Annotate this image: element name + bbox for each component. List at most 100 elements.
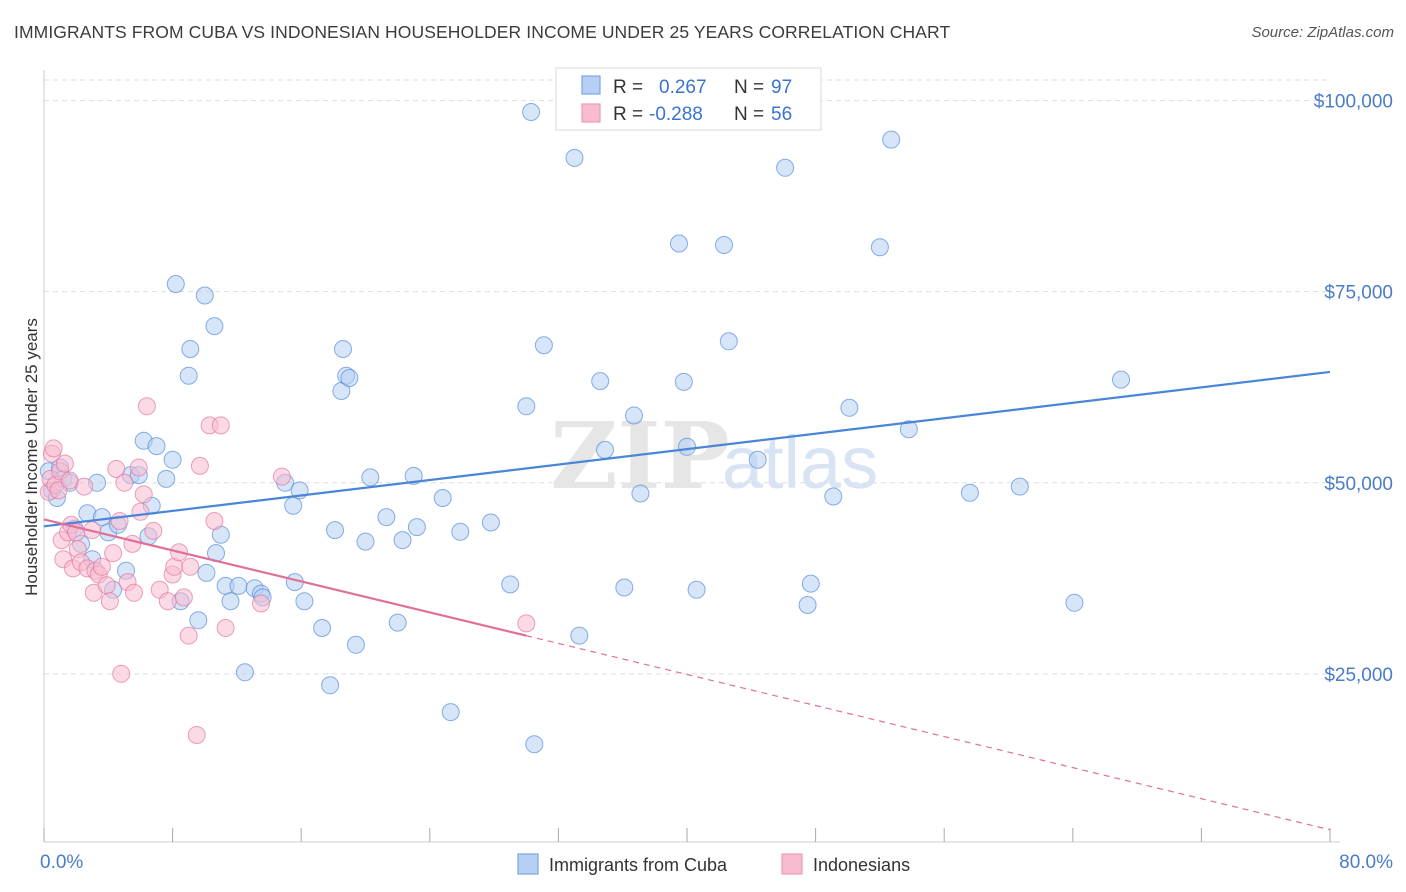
data-point-indonesians xyxy=(272,467,291,486)
data-point-indonesians xyxy=(115,473,134,492)
data-point-cuba xyxy=(157,469,176,488)
data-point-cuba xyxy=(407,518,426,537)
trend-extension-indonesians xyxy=(526,635,1331,831)
data-point-indonesians xyxy=(55,454,74,473)
data-point-indonesians xyxy=(104,544,123,563)
data-point-cuba xyxy=(1112,370,1130,389)
series-legend: Immigrants from Cuba Indonesians xyxy=(517,853,910,875)
data-point-cuba xyxy=(451,522,470,541)
data-point-indonesians xyxy=(107,460,126,478)
data-point-cuba xyxy=(377,508,396,527)
data-point-cuba xyxy=(776,158,795,177)
data-point-cuba xyxy=(388,613,407,632)
stats-n-label-indonesians: N = xyxy=(734,104,764,125)
y-tick-label: $100,000 xyxy=(1314,92,1393,113)
data-point-cuba xyxy=(674,372,693,391)
trend-line-indonesians xyxy=(43,518,527,637)
stats-legend: R = 0.267 N = 97 R = -0.288 N = 56 xyxy=(555,67,822,131)
legend-swatch-indonesians xyxy=(781,853,803,875)
chart-title: IMMIGRANTS FROM CUBA VS INDONESIAN HOUSE… xyxy=(14,22,951,42)
stats-r-label-indonesians: R = xyxy=(613,104,643,125)
data-point-cuba xyxy=(625,406,643,425)
legend-swatch-cuba xyxy=(517,853,539,875)
stats-r-label-cuba: R = xyxy=(613,77,643,98)
data-point-indonesians xyxy=(97,576,116,595)
y-axis-label: Householder Income Under 25 years xyxy=(22,318,41,596)
stats-n-label-cuba: N = xyxy=(734,77,764,98)
data-point-cuba xyxy=(501,575,520,594)
data-point-cuba xyxy=(205,317,224,336)
data-point-cuba xyxy=(235,663,254,682)
data-point-indonesians xyxy=(179,626,198,645)
data-points xyxy=(39,103,1130,754)
data-point-cuba xyxy=(147,437,166,456)
data-point-cuba xyxy=(748,450,767,469)
data-point-indonesians xyxy=(174,588,193,607)
data-point-cuba xyxy=(393,531,412,550)
data-point-cuba xyxy=(522,103,541,121)
data-point-indonesians xyxy=(131,502,150,521)
data-point-indonesians xyxy=(144,521,163,540)
data-point-indonesians xyxy=(100,592,119,611)
y-tick-label: $25,000 xyxy=(1324,665,1393,686)
data-point-cuba xyxy=(361,468,380,487)
data-point-cuba xyxy=(882,130,901,149)
data-point-cuba xyxy=(1065,593,1084,612)
data-point-cuba xyxy=(687,580,706,599)
data-point-cuba xyxy=(295,592,314,611)
data-point-indonesians xyxy=(134,485,153,504)
data-point-cuba xyxy=(517,397,536,416)
data-point-indonesians xyxy=(44,439,63,458)
data-point-cuba xyxy=(481,513,500,532)
data-point-indonesians xyxy=(123,534,142,553)
data-point-cuba xyxy=(92,508,111,527)
data-point-indonesians xyxy=(205,512,224,530)
data-point-indonesians xyxy=(181,557,200,576)
data-point-cuba xyxy=(870,238,889,257)
data-point-indonesians xyxy=(252,594,270,613)
data-point-indonesians xyxy=(110,512,129,530)
data-point-indonesians xyxy=(517,614,536,633)
data-point-cuba xyxy=(334,340,352,358)
data-point-cuba xyxy=(1010,477,1029,496)
data-point-cuba xyxy=(221,592,240,611)
watermark-atlas: atlas xyxy=(722,421,878,504)
data-point-cuba xyxy=(801,574,820,593)
data-point-cuba xyxy=(840,398,859,417)
data-point-cuba xyxy=(189,611,208,630)
data-point-cuba xyxy=(404,466,423,485)
data-point-cuba xyxy=(181,340,200,358)
legend-label-indonesians: Indonesians xyxy=(813,855,910,875)
data-point-indonesians xyxy=(137,397,156,416)
data-point-cuba xyxy=(326,521,344,540)
data-point-cuba xyxy=(229,576,248,595)
trend-line-cuba xyxy=(43,370,1331,528)
stats-swatch-cuba xyxy=(581,75,601,95)
data-point-indonesians xyxy=(187,726,206,744)
data-point-cuba xyxy=(798,596,817,614)
data-point-cuba xyxy=(321,676,340,695)
data-point-cuba xyxy=(591,372,610,391)
data-point-cuba xyxy=(824,487,843,506)
data-point-cuba xyxy=(433,489,452,507)
data-point-cuba xyxy=(534,336,553,355)
y-tick-label: $75,000 xyxy=(1324,283,1393,304)
data-point-indonesians xyxy=(211,416,230,435)
data-point-cuba xyxy=(313,619,332,637)
data-point-cuba xyxy=(678,437,696,456)
data-point-indonesians xyxy=(75,477,94,496)
data-point-indonesians xyxy=(158,592,177,611)
data-point-cuba xyxy=(960,483,979,502)
data-point-cuba xyxy=(715,236,733,254)
x-tick-label: 0.0% xyxy=(40,852,83,873)
data-point-indonesians xyxy=(92,557,111,576)
data-point-cuba xyxy=(596,440,614,459)
stats-n-value-indonesians: 56 xyxy=(771,104,792,125)
legend-label-cuba: Immigrants from Cuba xyxy=(549,855,728,875)
data-point-cuba xyxy=(899,420,918,439)
data-point-cuba xyxy=(615,578,634,597)
data-point-cuba xyxy=(284,496,303,515)
data-point-cuba xyxy=(346,635,365,654)
data-point-cuba xyxy=(340,369,359,387)
